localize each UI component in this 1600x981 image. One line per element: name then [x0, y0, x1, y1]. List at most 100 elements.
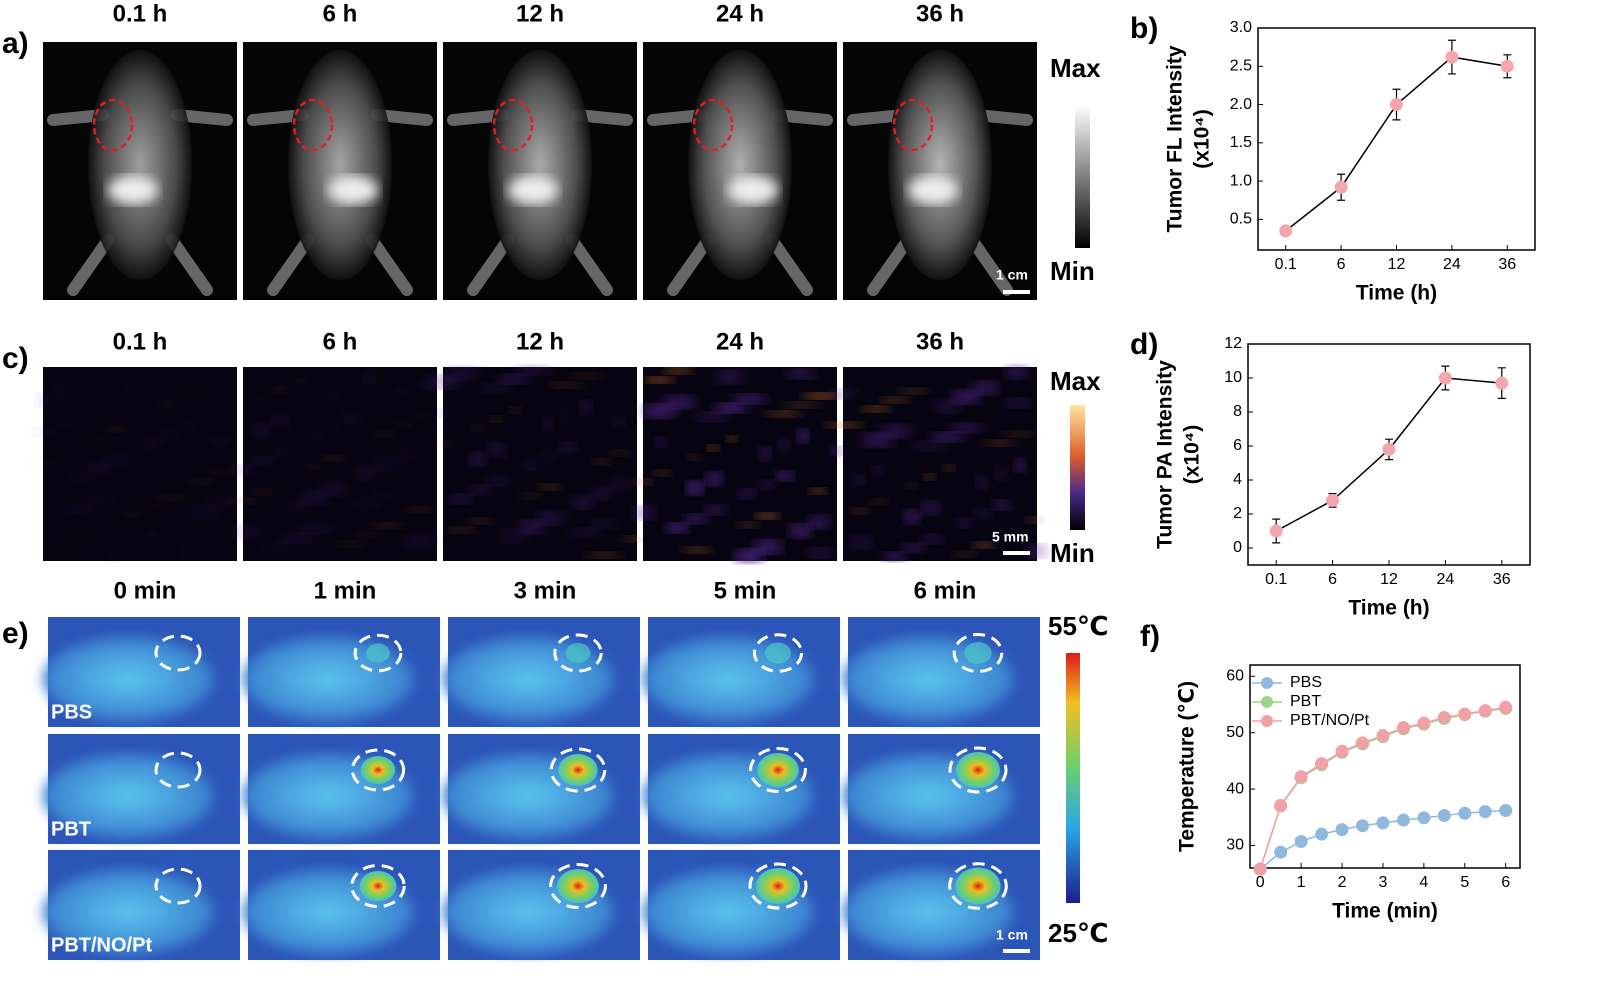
- point: [1382, 442, 1396, 456]
- colorbar-min: Min: [1050, 256, 1095, 286]
- signal: [653, 470, 671, 476]
- signal: [31, 460, 61, 466]
- signal: [851, 508, 869, 514]
- signal: [726, 436, 738, 442]
- signal: [260, 542, 296, 552]
- signal: [448, 494, 472, 504]
- time-label: 24 h: [716, 328, 764, 355]
- signal: [83, 462, 113, 476]
- y-tick-label: 1.5: [1230, 134, 1252, 151]
- signal: [133, 503, 169, 509]
- colorbar-max: Max: [1050, 366, 1101, 396]
- x-tick-label: 36: [1493, 571, 1511, 588]
- time-label: 1 min: [314, 577, 377, 604]
- mouse: [647, 50, 833, 296]
- tumor-roi: [549, 747, 607, 793]
- x-tick-label: 5: [1460, 874, 1469, 891]
- colorbar: [1070, 405, 1085, 530]
- signal: [849, 535, 873, 549]
- signal: [882, 552, 906, 562]
- signal: [686, 481, 704, 495]
- signal: [1001, 431, 1037, 437]
- signal: [54, 385, 72, 399]
- signal: [661, 395, 697, 409]
- signal: [231, 465, 255, 475]
- signal: [974, 509, 992, 519]
- glow: [108, 176, 158, 204]
- signal: [469, 452, 487, 466]
- x-axis-label: Time (h): [1348, 597, 1429, 620]
- signal: [590, 486, 614, 500]
- signal: [269, 447, 293, 457]
- signal: [786, 369, 816, 379]
- signal: [536, 511, 566, 525]
- signal: [540, 451, 558, 461]
- y-tick-label: 6: [1233, 437, 1242, 454]
- signal: [331, 541, 367, 547]
- signal: [588, 519, 618, 529]
- y-tick-label: 2.0: [1230, 96, 1252, 113]
- colorbar-max: 55℃: [1048, 611, 1108, 641]
- row-label: PBS: [51, 701, 92, 723]
- tumor-roi: [749, 747, 807, 793]
- x-tick-label: 24: [1443, 256, 1461, 273]
- signal: [477, 383, 513, 393]
- signal: [561, 409, 573, 423]
- signal: [1005, 365, 1029, 379]
- time-label: 3 min: [514, 577, 577, 604]
- image: [43, 367, 237, 561]
- signal: [738, 489, 756, 499]
- signal: [292, 378, 304, 384]
- signal: [198, 538, 210, 548]
- signal: [323, 422, 341, 432]
- signal: [81, 495, 117, 505]
- body: [88, 50, 192, 280]
- tumor-roi: [154, 634, 202, 672]
- signal: [273, 387, 285, 393]
- image: [243, 367, 437, 561]
- signal: [538, 484, 562, 490]
- signal: [713, 403, 749, 413]
- signal: [932, 399, 962, 413]
- signal: [880, 397, 910, 403]
- signal: [37, 367, 49, 373]
- tumor-roi: [948, 862, 1008, 910]
- signal: [715, 370, 745, 384]
- signal: [486, 476, 510, 486]
- signal: [784, 402, 820, 408]
- series-line: [1285, 56, 1508, 232]
- signal: [350, 532, 386, 538]
- signal: [943, 465, 955, 471]
- signal: [901, 543, 925, 553]
- signal: [878, 424, 914, 438]
- x-tick-label: 12: [1388, 256, 1406, 273]
- signal: [920, 534, 944, 544]
- y-tick-label: 3.0: [1230, 19, 1252, 36]
- signal: [319, 482, 349, 496]
- signal: [830, 446, 842, 456]
- signal: [352, 499, 382, 509]
- x-axis-label: Time (min): [1332, 900, 1438, 923]
- signal: [75, 537, 87, 543]
- y-tick-label: 60: [1226, 667, 1244, 684]
- x-tick-label: 1: [1297, 874, 1306, 891]
- x-tick-label: 36: [1498, 256, 1516, 273]
- signal: [797, 429, 809, 443]
- colorbar-min: 25℃: [1048, 918, 1108, 948]
- signal: [807, 515, 831, 529]
- signal: [342, 413, 360, 423]
- x-tick-label: 4: [1419, 874, 1428, 891]
- signal: [755, 513, 779, 519]
- signal: [325, 389, 337, 403]
- signal: [436, 441, 454, 447]
- signal: [179, 547, 191, 557]
- y-axis-label: Tumor PA Intensity: [1154, 360, 1177, 549]
- tumor-roi: [553, 633, 603, 673]
- signal: [137, 437, 161, 451]
- legend-label: PBT: [1290, 693, 1321, 710]
- signal: [271, 414, 289, 428]
- signal: [227, 525, 263, 539]
- limb: [847, 109, 1033, 296]
- hot-spot: [757, 753, 799, 787]
